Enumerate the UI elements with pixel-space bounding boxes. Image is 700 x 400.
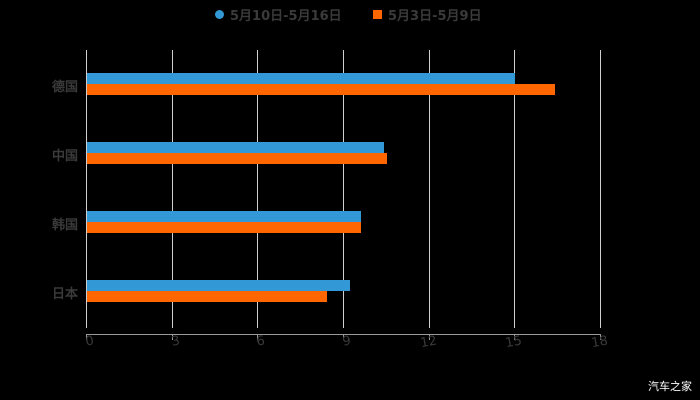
x-tick-label: 9 (341, 333, 353, 350)
watermark: 汽车之家 (648, 380, 692, 393)
legend-square-icon (373, 9, 382, 19)
gridline (172, 50, 173, 328)
x-tick-label: 18 (590, 333, 610, 352)
bar-previous-week[interactable] (87, 291, 327, 302)
legend-circle-icon (215, 9, 224, 19)
legend-label: 5月10日-5月16日 (230, 8, 342, 24)
x-tick (86, 334, 87, 340)
legend-item-series-1[interactable]: 5月10日-5月16日 (215, 3, 342, 25)
x-tick-label: 3 (170, 333, 182, 350)
x-tick (257, 334, 258, 340)
x-tick-label: 6 (255, 333, 267, 350)
y-category-label: 中国 (51, 149, 78, 164)
bar-current-week[interactable] (87, 211, 361, 222)
bar-previous-week[interactable] (87, 84, 555, 95)
gridline (429, 50, 430, 328)
gridline (343, 50, 344, 328)
y-category-label: 德国 (51, 80, 78, 95)
y-category-label: 韩国 (51, 218, 78, 233)
y-category-label: 日本 (51, 287, 78, 302)
bar-previous-week[interactable] (87, 153, 387, 164)
gridline (514, 50, 515, 328)
legend-item-series-2[interactable]: 5月3日-5月9日 (373, 3, 482, 25)
bar-current-week[interactable] (87, 280, 350, 291)
bar-previous-week[interactable] (87, 222, 361, 233)
x-tick (600, 334, 601, 340)
x-tick (172, 334, 173, 340)
x-tick (429, 334, 430, 340)
x-tick-label: 12 (419, 333, 439, 352)
legend-label: 5月3日-5月9日 (388, 8, 482, 24)
gridline (600, 50, 601, 328)
y-axis-line (86, 50, 87, 328)
x-tick-label: 0 (84, 333, 96, 350)
gridline (257, 50, 258, 328)
x-tick (514, 334, 515, 340)
bar-current-week[interactable] (87, 73, 515, 84)
chart-legend: 5月10日-5月16日 5月3日-5月9日 (0, 3, 700, 25)
x-tick-label: 15 (504, 333, 524, 352)
bar-current-week[interactable] (87, 142, 384, 153)
x-tick (343, 334, 344, 340)
